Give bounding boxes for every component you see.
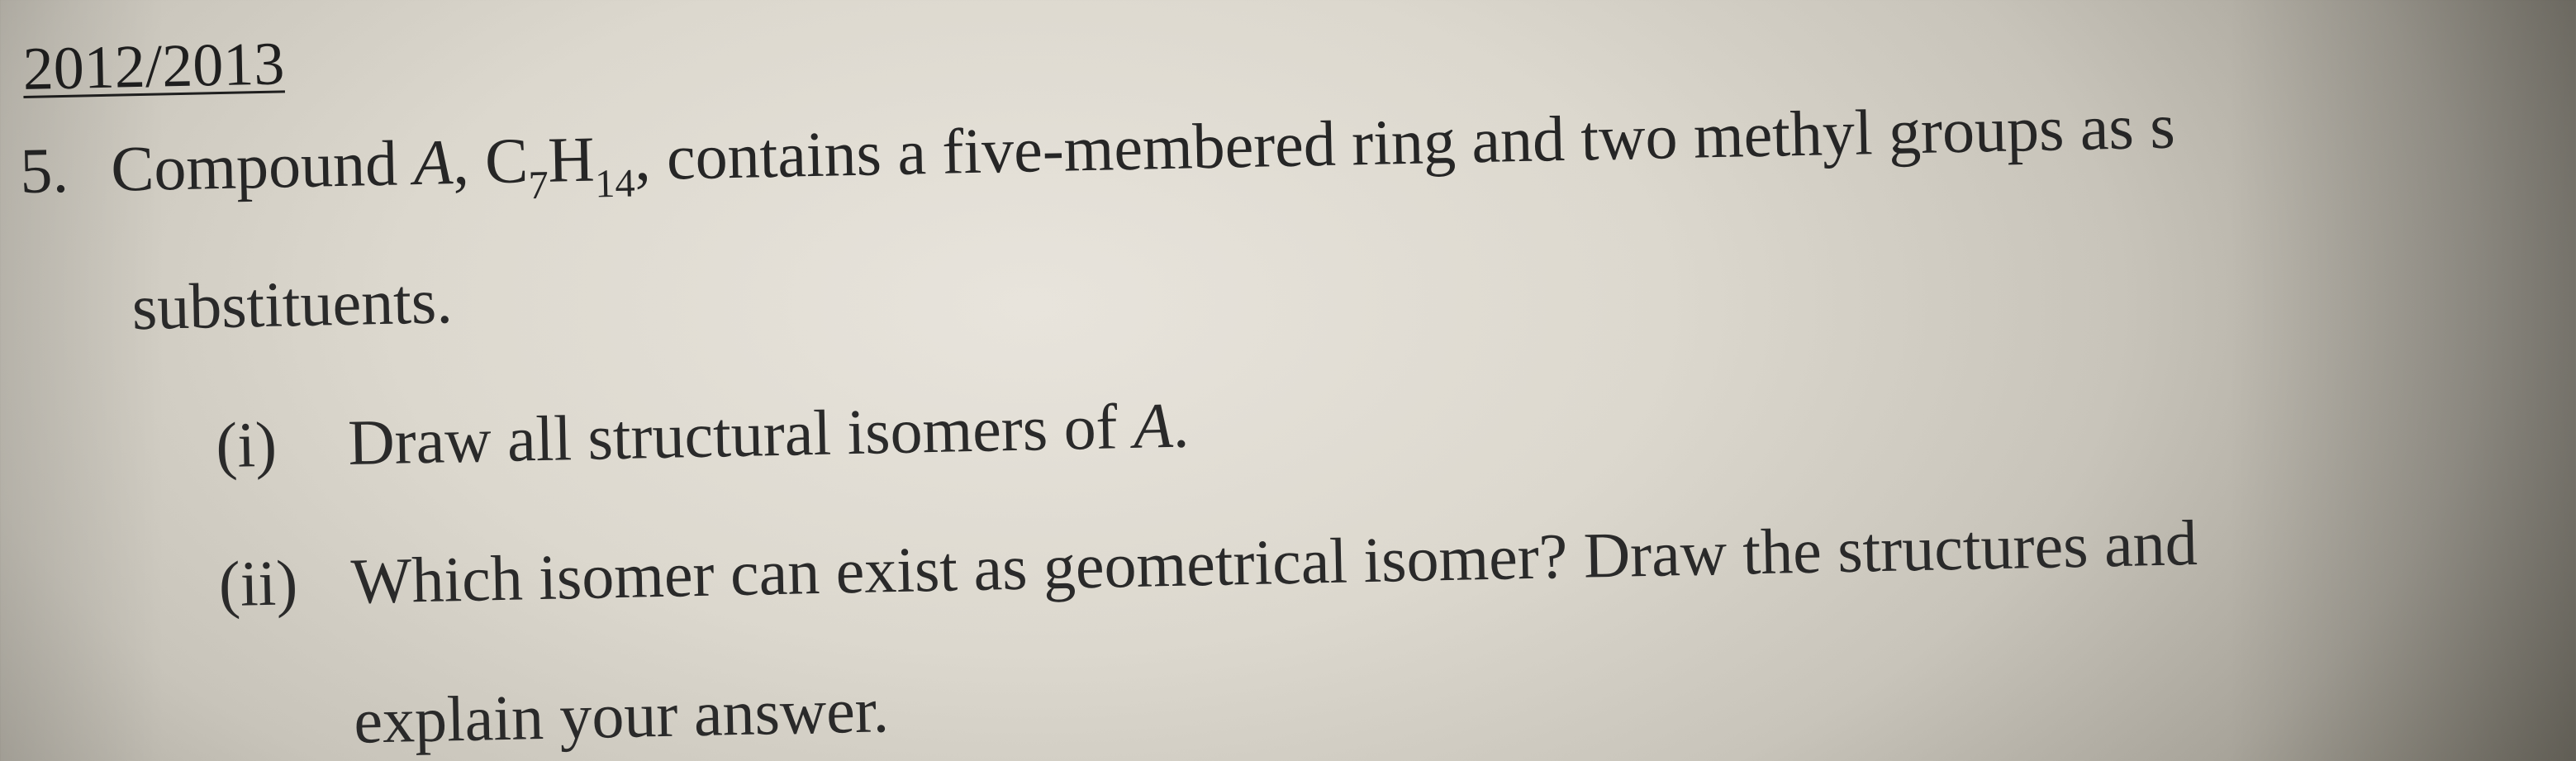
part-ii-line1: Which isomer can exist as geometrical is…	[349, 483, 2555, 635]
formula-H-sub: 14	[595, 162, 635, 207]
part-i-text-b: .	[1172, 388, 1190, 460]
question-number: 5.	[19, 118, 112, 223]
page: 2012/2013 5.Compound A, C7H14, contains …	[17, 0, 2559, 761]
formula-H: H	[547, 123, 595, 196]
question-line-2: substituents.	[131, 206, 2550, 359]
part-i-A: A	[1133, 389, 1173, 462]
q1-text-c: , contains a five-membered ring and two …	[634, 89, 2175, 193]
part-ii-line2: explain your answer.	[353, 622, 2559, 761]
part-i-body: Draw all structural isomers of A.	[347, 344, 2553, 497]
part-i-roman: (i)	[215, 390, 349, 499]
part-ii-roman: (ii)	[218, 529, 353, 638]
q1-text-a: Compound	[110, 126, 414, 205]
compound-label-A: A	[413, 126, 454, 198]
q1-text-b: ,	[452, 125, 486, 197]
formula-C-sub: 7	[528, 164, 549, 207]
part-ii: (ii) Which isomer can exist as geometric…	[218, 483, 2556, 638]
part-i: (i) Draw all structural isomers of A.	[215, 344, 2553, 499]
formula-C: C	[484, 124, 529, 197]
formula: C7H14	[484, 122, 635, 197]
part-i-text-a: Draw all structural isomers of	[347, 390, 1134, 478]
